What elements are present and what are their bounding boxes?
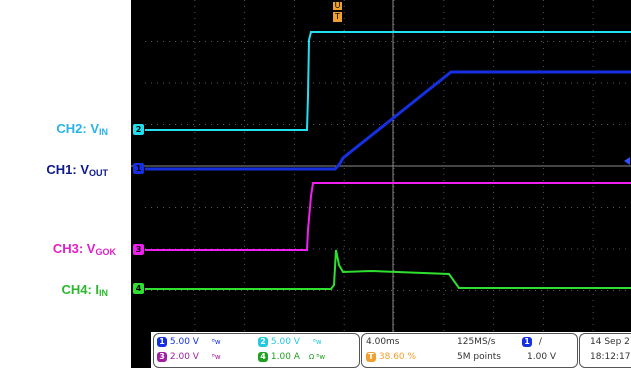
sample-rate: 125MS/s (457, 337, 496, 347)
ch4-scale: 1.00 A (270, 352, 300, 362)
ch3-label-main: CH3: V (52, 241, 96, 256)
trigger-position-marker[interactable]: U T (333, 2, 342, 22)
date: 14 Sep 2 (590, 337, 630, 347)
ch2-label-sub: IN (99, 127, 108, 137)
trigger-level-arrow-icon[interactable] (624, 157, 630, 165)
ch1-vout-label: CH1: VOUT (8, 162, 108, 178)
ch4-label-sub: IN (99, 288, 108, 298)
trigger-pos-icon: T (366, 352, 376, 362)
ch3-ground-marker[interactable]: 3 (133, 244, 144, 255)
ch4-setting[interactable]: 4 1.00 A Ω ᴮw (258, 352, 325, 362)
ch4-trace (145, 249, 631, 290)
ch2-vin-label: CH2: VIN (8, 121, 108, 137)
ch3-badge: 3 (157, 352, 167, 362)
datetime-box: 14 Sep 2 18:12:17 (579, 333, 631, 368)
ch4-label-main: CH4: I (61, 282, 99, 297)
trigger-channel-badge: 1 (522, 337, 532, 347)
ch2-label-main: CH2: V (56, 121, 99, 136)
ch4-ground-marker[interactable]: 4 (133, 283, 144, 294)
ch3-scale: 2.00 V (169, 352, 199, 362)
trigger-top-glyph: U (333, 1, 342, 10)
ch1-label-main: CH1: V (46, 162, 89, 177)
ch3-trace (145, 182, 631, 251)
ch4-bw-icon: Ω ᴮw (308, 353, 326, 361)
record-length: 5M points (457, 352, 501, 362)
ch1-scale: 5.00 V (169, 337, 199, 347)
ch4-iin-label: CH4: IIN (8, 282, 108, 298)
ch1-ground-marker[interactable]: 1 (133, 163, 144, 174)
trigger-level: 1.00 V (527, 352, 557, 362)
ch3-bw-icon: ᴮw (211, 353, 221, 361)
horizontal-settings-box[interactable]: 4.00ms T 38.60 % 125MS/s 5M points 1 / 1… (361, 333, 578, 368)
ch3-vgok-label: CH3: VGOK (0, 241, 116, 257)
trigger-source: 1 / (522, 337, 542, 347)
time: 18:12:17 (590, 352, 631, 362)
ch3-setting[interactable]: 3 2.00 V ᴮw (157, 352, 221, 362)
trigger-position-value: 38.60 % (378, 352, 417, 362)
ch2-trace (145, 31, 631, 131)
trigger-slope-icon: / (538, 337, 542, 347)
ch2-badge: 2 (258, 337, 268, 347)
ch2-ground-marker[interactable]: 2 (133, 124, 144, 135)
oscilloscope-screen: 2 1 3 4 U T 1 5.00 V ᴮw 2 5.00 V ᴮw 3 2.… (131, 0, 631, 368)
status-bar: 1 5.00 V ᴮw 2 5.00 V ᴮw 3 2.00 V ᴮw 4 1.… (151, 332, 631, 368)
ch1-badge: 1 (157, 337, 167, 347)
timebase: 4.00ms (366, 337, 400, 347)
ch1-bw-icon: ᴮw (211, 338, 221, 346)
ch2-bw-icon: ᴮw (312, 338, 322, 346)
ch4-badge: 4 (258, 352, 268, 362)
trigger-glyph: T (333, 12, 342, 22)
ch1-label-sub: OUT (89, 168, 108, 178)
ch1-trace (145, 70, 631, 171)
ch3-label-sub: GOK (95, 247, 116, 257)
graticule (131, 0, 631, 332)
ch2-setting[interactable]: 2 5.00 V ᴮw (258, 337, 322, 347)
channel-settings-box[interactable]: 1 5.00 V ᴮw 2 5.00 V ᴮw 3 2.00 V ᴮw 4 1.… (153, 333, 360, 368)
ch2-scale: 5.00 V (270, 337, 300, 347)
trigger-position: T 38.60 % (366, 352, 416, 362)
ch1-setting[interactable]: 1 5.00 V ᴮw (157, 337, 221, 347)
